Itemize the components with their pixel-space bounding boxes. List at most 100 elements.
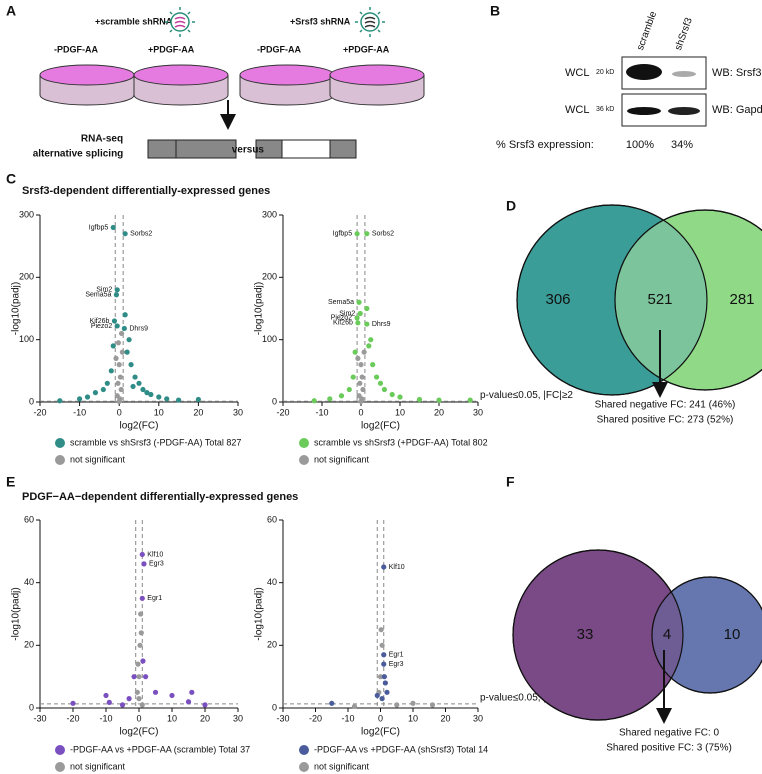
point	[92, 390, 99, 396]
set-outline	[614, 209, 762, 391]
legend-label: scramble vs shSrsf3 (-PDGF-AA) Total 827	[70, 437, 241, 447]
point	[118, 330, 125, 337]
x-tick-label: -10	[315, 407, 328, 417]
point	[100, 386, 106, 393]
labeled-point	[356, 299, 362, 305]
point	[416, 396, 423, 403]
point-label: Piezo2	[91, 323, 113, 330]
venn-note: Shared positive FC: 273 (52%)	[597, 415, 734, 426]
y-tick-label: 20	[24, 640, 34, 650]
x-tick-label: -10	[99, 713, 112, 723]
legend-marker	[55, 438, 65, 448]
method-label: alternative splicing	[33, 149, 124, 160]
point	[131, 674, 137, 680]
y-axis-label: -log10(padj)	[254, 282, 265, 335]
legend-label: not significant	[70, 454, 126, 464]
x-tick-label: 20	[193, 407, 203, 417]
venn-count: 521	[647, 291, 672, 308]
y-tick-label: 300	[262, 209, 277, 219]
x-tick-label: -30	[276, 713, 289, 723]
labeled-point	[114, 323, 120, 329]
point	[126, 696, 132, 702]
point	[329, 700, 335, 706]
point	[352, 349, 358, 355]
labeled-point	[139, 595, 145, 601]
point-label: Kif26b	[90, 318, 110, 325]
point	[361, 349, 367, 355]
point	[116, 362, 122, 368]
size-label: 36 kD	[596, 106, 614, 113]
x-tick-label: 10	[167, 713, 177, 723]
x-tick-label: 20	[434, 407, 444, 417]
point	[176, 397, 182, 403]
point	[377, 380, 384, 386]
construct-title: +Srsf3 shRNA	[290, 16, 351, 26]
point	[311, 398, 317, 404]
x-axis-label: log2(FC)	[361, 727, 400, 738]
labeled-point	[354, 231, 360, 237]
point	[119, 702, 126, 708]
point	[366, 343, 372, 349]
point	[117, 374, 123, 380]
x-tick-label: 0	[358, 407, 363, 417]
point	[156, 394, 162, 400]
panel-label: C	[6, 171, 16, 187]
y-tick-label: 300	[19, 209, 34, 219]
western-blot	[621, 56, 707, 127]
x-tick-label: 10	[154, 407, 164, 417]
point-label: Sorbs2	[130, 231, 152, 238]
point-label: Dhrs9	[372, 321, 391, 328]
point	[140, 386, 146, 393]
point	[115, 340, 122, 346]
legend-label: not significant	[314, 761, 370, 771]
panel-label: A	[6, 3, 16, 19]
point	[195, 396, 201, 403]
x-tick-label: 20	[440, 713, 450, 723]
x-tick-label: 30	[233, 713, 243, 723]
point	[116, 398, 122, 404]
point	[104, 380, 110, 386]
legend-marker	[299, 762, 309, 772]
point	[410, 700, 416, 706]
x-tick-label: -20	[276, 407, 289, 417]
venn-count: 306	[545, 291, 570, 308]
point	[389, 391, 395, 398]
legend-marker	[299, 745, 309, 755]
x-tick-label: 10	[408, 713, 418, 723]
labeled-point	[114, 287, 120, 293]
labeled-point	[139, 551, 145, 558]
point	[143, 674, 149, 680]
x-axis-label: log2(FC)	[120, 727, 159, 738]
antibody-label: WB: Gapdh	[712, 104, 762, 116]
panel-label: D	[506, 198, 516, 214]
point	[77, 396, 83, 402]
point	[368, 337, 374, 343]
set-outline	[512, 549, 684, 721]
virus-icon	[165, 7, 385, 37]
x-tick-label: 30	[473, 713, 483, 723]
labeled-point	[364, 231, 370, 237]
venn-note: Shared negative FC: 241 (46%)	[595, 400, 736, 411]
x-axis-label: log2(FC)	[361, 421, 400, 432]
y-tick-label: 40	[267, 577, 277, 587]
lysate-label: WCL	[565, 67, 589, 79]
point	[394, 702, 400, 708]
point-label: Sema5a	[328, 299, 354, 306]
point	[327, 396, 333, 402]
y-tick-label: 0	[272, 702, 277, 712]
point	[429, 702, 436, 708]
point	[436, 397, 442, 403]
legend-label: not significant	[70, 761, 126, 771]
point	[108, 368, 114, 374]
condition-label: +PDGF-AA	[343, 44, 390, 54]
set-outline	[651, 576, 762, 694]
x-tick-label: -10	[341, 713, 354, 723]
point	[132, 374, 138, 380]
point-label: Egr1	[389, 652, 404, 659]
construct-title: +scramble shRNA	[95, 16, 173, 26]
y-tick-label: 200	[262, 272, 277, 282]
point	[467, 397, 473, 403]
y-tick-label: 0	[29, 396, 34, 406]
x-tick-label: 0	[378, 713, 383, 723]
